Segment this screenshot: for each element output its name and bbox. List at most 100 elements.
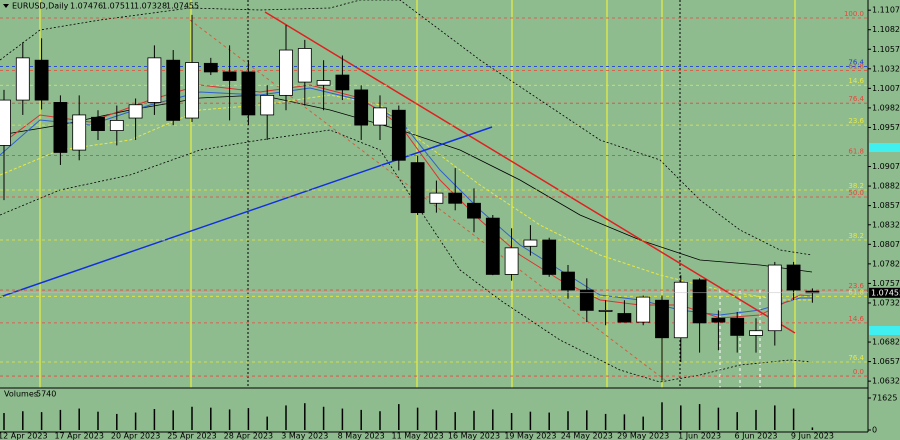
lower-band (0, 129, 813, 383)
y-tick-label: 1.07575 (872, 279, 900, 288)
candle-body (410, 162, 425, 214)
y-tick-label: 1.08820 (872, 182, 900, 191)
candle-body (373, 107, 387, 126)
candle-body (692, 279, 707, 324)
header-close: 1.07455 (166, 2, 199, 11)
level-label: 23.6 (848, 282, 864, 290)
candle-body (241, 71, 256, 116)
x-tick-label: 6 Jun 2023 (734, 432, 777, 440)
candle-body (561, 271, 575, 291)
y-tick-label: 1.09570 (872, 123, 900, 132)
header-low: 1.07328 (134, 2, 167, 11)
candle-body (316, 80, 331, 86)
level-label: 14.6 (848, 77, 864, 85)
candle-body (335, 74, 350, 91)
x-tick-label: 29 May 2023 (617, 432, 669, 440)
y-tick-label: 1.08075 (872, 240, 900, 249)
axis-marker (869, 143, 900, 152)
x-tick-label: 28 Apr 2023 (224, 432, 273, 440)
x-tick-label: 16 May 2023 (448, 432, 500, 440)
candle-body (0, 99, 11, 146)
candle-body (598, 309, 613, 312)
y-tick-label: 1.11070 (872, 6, 900, 15)
level-label: 38.2 (848, 182, 864, 190)
candle-body (542, 239, 557, 275)
candle-body (354, 89, 369, 126)
volume-current: 5740 (36, 390, 56, 399)
upper-band (0, 0, 813, 256)
level-label: 0.0 (853, 368, 864, 376)
candle-body (53, 102, 68, 153)
level-label: 76.4 (848, 354, 864, 362)
candle-body (711, 317, 726, 323)
candle-body (749, 330, 763, 336)
candle-body (15, 57, 30, 101)
y-tick-label: 1.10320 (872, 64, 900, 73)
y-tick-label: 1.10070 (872, 84, 900, 93)
x-tick-label: 20 Apr 2023 (111, 432, 160, 440)
level-label: 61.8 (848, 62, 864, 70)
candle-body (636, 296, 651, 323)
level-label: 23.6 (848, 117, 864, 125)
candle-body (260, 94, 275, 116)
candle-body (579, 289, 594, 311)
candle-body (673, 281, 688, 339)
x-tick-label: 3 May 2023 (281, 432, 328, 440)
x-tick-label: 1 Jun 2023 (678, 432, 721, 440)
volume-tick-label: 0 (872, 426, 877, 435)
price-label: 1.07455 (871, 288, 900, 297)
x-tick-label: 11 May 2023 (392, 432, 444, 440)
candle-body (91, 116, 105, 131)
x-tick-label: 8 May 2023 (338, 432, 385, 440)
axis-marker (869, 326, 900, 335)
volume-label: Volumes (4, 390, 38, 399)
candle-body (222, 71, 237, 81)
candle-body (166, 59, 181, 121)
level-label: 76.4 (848, 95, 864, 103)
candle-body (429, 192, 444, 204)
y-tick-label: 1.07325 (872, 298, 900, 307)
x-tick-label: 24 May 2023 (561, 432, 613, 440)
candle-body (448, 192, 463, 204)
y-tick-label: 1.06825 (872, 338, 900, 347)
candle-body (485, 217, 500, 275)
candle-body (147, 57, 162, 103)
candle-body (767, 264, 782, 332)
volume-tick-label: 71625 (872, 394, 897, 403)
level-label: 100.0 (844, 10, 864, 18)
level-label: 50.0 (848, 189, 864, 197)
level-label: 38.2 (848, 232, 864, 240)
y-tick-label: 1.08325 (872, 220, 900, 229)
level-label: 61.8 (848, 288, 864, 296)
candle-body (109, 120, 124, 131)
y-tick-label: 1.06325 (872, 377, 900, 386)
chart-title: EURUSD,Daily (12, 2, 69, 11)
level-label: 14.6 (848, 315, 864, 323)
candle-body (279, 49, 293, 96)
trendline-red (264, 11, 796, 334)
candle-body (391, 109, 406, 161)
y-tick-label: 1.10570 (872, 45, 900, 54)
menu-triangle[interactable] (3, 4, 9, 8)
candle-body (34, 59, 49, 101)
candle-body (128, 104, 143, 119)
candle-body (185, 62, 199, 119)
y-tick-label: 1.08570 (872, 201, 900, 210)
candle-body (72, 114, 87, 151)
x-tick-label: 19 May 2023 (504, 432, 556, 440)
y-tick-label: 1.09070 (872, 162, 900, 171)
y-tick-label: 1.07825 (872, 259, 900, 268)
candle-body (655, 299, 669, 339)
level-label: 76.4 (848, 58, 864, 66)
candle-body (786, 264, 801, 291)
candle-body (523, 239, 538, 247)
candle-body (617, 313, 632, 323)
candle-body (467, 202, 481, 219)
x-tick-label: 25 Apr 2023 (167, 432, 216, 440)
candle-body (730, 317, 745, 336)
candle-body (504, 247, 519, 275)
header-high: 1.07511 (102, 2, 135, 11)
level-label: 61.8 (848, 148, 864, 156)
